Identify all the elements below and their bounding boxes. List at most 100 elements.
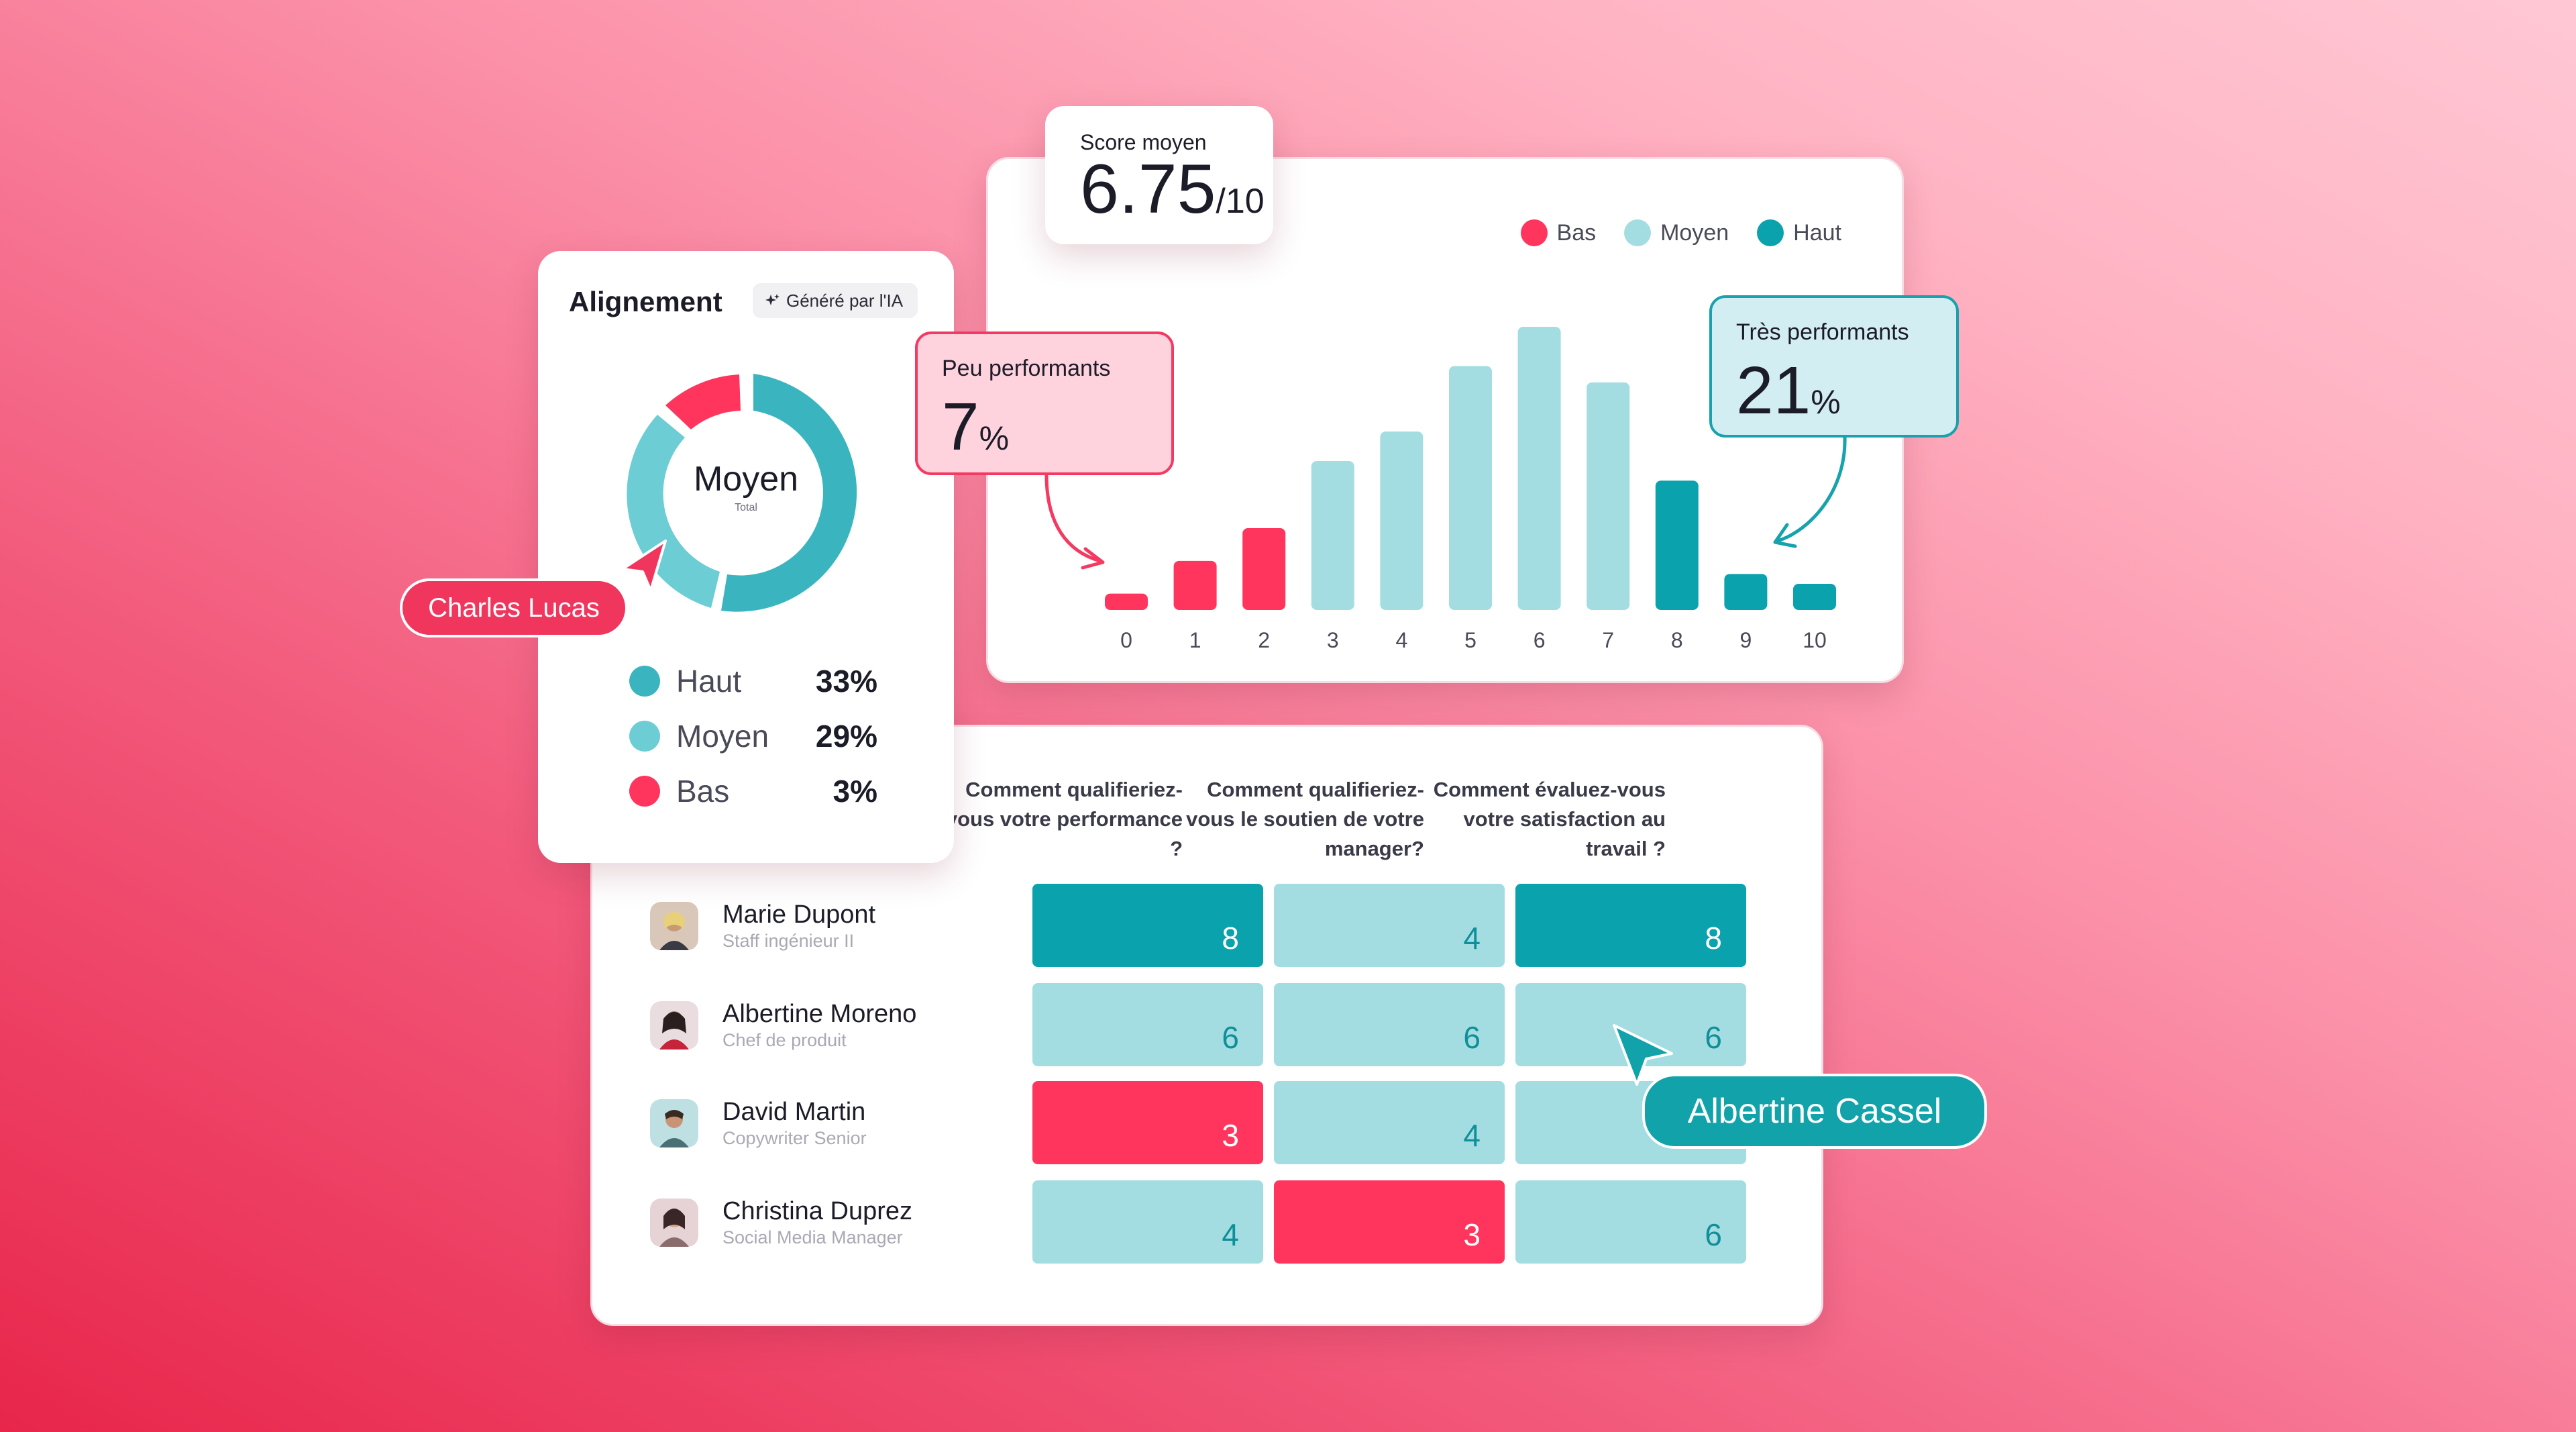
score-value: 8 <box>1705 921 1722 956</box>
table-row-person[interactable]: Christina Duprez Social Media Manager <box>650 1192 912 1253</box>
chart-bar-3 <box>1311 461 1354 610</box>
chart-bar-0 <box>1105 593 1148 610</box>
alignment-label: Bas <box>676 774 730 809</box>
avatar <box>650 1198 698 1247</box>
callout-value: 21% <box>1736 357 1841 424</box>
chart-bar-6 <box>1517 327 1561 610</box>
legend-dot-icon <box>1624 219 1652 246</box>
person-name: Christina Duprez <box>722 1197 912 1225</box>
x-tick-label: 7 <box>1602 628 1614 652</box>
avatar <box>650 1099 698 1147</box>
low-performers-callout: Peu performants 7% <box>915 331 1174 475</box>
ai-generated-badge[interactable]: Généré par l'IA <box>753 283 918 318</box>
table-row-person[interactable]: David Martin Copywriter Senior <box>650 1093 867 1154</box>
column-header-satisfaction: Comment évaluez-vous votre satisfaction … <box>1433 778 1666 860</box>
chart-legend: Bas Moyen Haut <box>1520 219 1841 246</box>
score-max: /10 <box>1216 182 1265 221</box>
legend-dot-icon <box>1757 219 1784 246</box>
callout-unit: % <box>1811 383 1841 421</box>
legend-label: Haut <box>1793 219 1841 246</box>
score-cell[interactable]: 3 <box>1274 1180 1505 1264</box>
person-role: Copywriter Senior <box>722 1128 867 1148</box>
x-tick-label: 0 <box>1120 628 1132 652</box>
alignment-card: Alignement Généré par l'IA Moyen Total H… <box>538 251 954 863</box>
alignment-percentage: 29% <box>815 719 877 754</box>
moyen-dot-icon <box>629 721 660 752</box>
score-value: 6 <box>1705 1020 1722 1055</box>
chart-bar-5 <box>1449 366 1492 610</box>
alignment-label: Moyen <box>676 719 769 754</box>
legend-dot-icon <box>1520 219 1548 246</box>
avatar <box>650 902 698 950</box>
collaborator-cursor-albertine: Albertine Cassel <box>1642 1074 1987 1149</box>
chart-bar-8 <box>1655 480 1699 610</box>
chart-bar-7 <box>1587 382 1630 610</box>
alignment-title: Alignement <box>569 286 722 317</box>
score-value: 6 <box>1705 1217 1722 1252</box>
score-value: 6 <box>1463 1020 1481 1055</box>
alignment-row-bas: Bas 3% <box>629 764 877 819</box>
callout-number: 7 <box>942 389 979 464</box>
score-value: 4 <box>1463 921 1481 956</box>
score-value: 3 <box>1222 1118 1239 1153</box>
chart-bar-1 <box>1173 560 1217 610</box>
person-name: David Martin <box>722 1098 866 1126</box>
alignment-row-moyen: Moyen 29% <box>629 709 877 764</box>
legend-item-haut: Haut <box>1757 219 1841 246</box>
callout-unit: % <box>979 419 1010 457</box>
avatar <box>650 1001 698 1050</box>
x-tick-label: 10 <box>1803 628 1827 652</box>
score-cell[interactable]: 6 <box>1032 983 1263 1066</box>
donut-title: Moyen <box>693 460 799 499</box>
x-tick-label: 4 <box>1396 628 1408 652</box>
person-role: Social Media Manager <box>722 1227 903 1247</box>
x-tick-label: 2 <box>1258 628 1270 652</box>
table-row-person[interactable]: Albertine Moreno Chef de produit <box>650 995 916 1056</box>
score-value: 8 <box>1222 921 1239 956</box>
chart-bar-2 <box>1242 528 1286 610</box>
donut-subtitle: Total <box>735 502 757 513</box>
score-cell[interactable]: 4 <box>1274 884 1505 967</box>
alignment-percentage: 3% <box>833 774 877 809</box>
callout-label: Peu performants <box>942 356 1111 381</box>
haut-dot-icon <box>629 666 660 697</box>
person-name: Marie Dupont <box>722 901 876 929</box>
x-tick-label: 6 <box>1534 628 1546 652</box>
distribution-chart: 0 1 2 3 4 5 6 7 8 9 10 <box>1105 327 1836 652</box>
alignment-row-haut: Haut 33% <box>629 654 877 709</box>
score-value: 6 <box>1222 1020 1239 1055</box>
donut-center-label: Moyen Total <box>652 459 840 514</box>
score-cell[interactable]: 4 <box>1032 1180 1263 1264</box>
alignment-label: Haut <box>676 664 742 699</box>
alignment-legend: Haut 33% Moyen 29% Bas 3% <box>629 654 877 819</box>
score-value: 3 <box>1463 1217 1481 1252</box>
bas-dot-icon <box>629 776 660 807</box>
score-number: 6.75 <box>1080 150 1216 228</box>
chart-bar-9 <box>1724 574 1768 610</box>
x-tick-label: 9 <box>1740 628 1752 652</box>
score-cell[interactable]: 8 <box>1515 884 1746 967</box>
x-tick-label: 8 <box>1671 628 1683 652</box>
donut-segment-haut <box>721 374 857 612</box>
alignment-percentage: 33% <box>815 664 877 699</box>
score-value: 6.75/10 <box>1080 154 1265 224</box>
callout-value: 7% <box>942 393 1009 460</box>
x-tick-label: 3 <box>1327 628 1339 652</box>
score-cell[interactable]: 4 <box>1274 1081 1505 1164</box>
table-row-person[interactable]: Marie Dupont Staff ingénieur II <box>650 896 875 956</box>
legend-item-bas: Bas <box>1520 219 1596 246</box>
person-name: Albertine Moreno <box>722 1000 917 1028</box>
person-role: Staff ingénieur II <box>722 931 855 951</box>
score-cell[interactable]: 6 <box>1274 983 1505 1066</box>
score-cell[interactable]: 3 <box>1032 1081 1263 1164</box>
column-header-performance: Comment qualifieriez-vous votre performa… <box>945 778 1183 860</box>
score-value: 4 <box>1222 1217 1239 1252</box>
score-label: Score moyen <box>1080 130 1207 154</box>
cursor-pointer-icon <box>1613 1024 1673 1086</box>
callout-number: 21 <box>1736 353 1811 428</box>
score-cell[interactable]: 8 <box>1032 884 1263 967</box>
legend-label: Moyen <box>1660 219 1729 246</box>
callout-label: Très performants <box>1736 319 1909 345</box>
score-cell[interactable]: 6 <box>1515 1180 1746 1264</box>
average-score-card: Score moyen 6.75/10 <box>1045 106 1273 244</box>
